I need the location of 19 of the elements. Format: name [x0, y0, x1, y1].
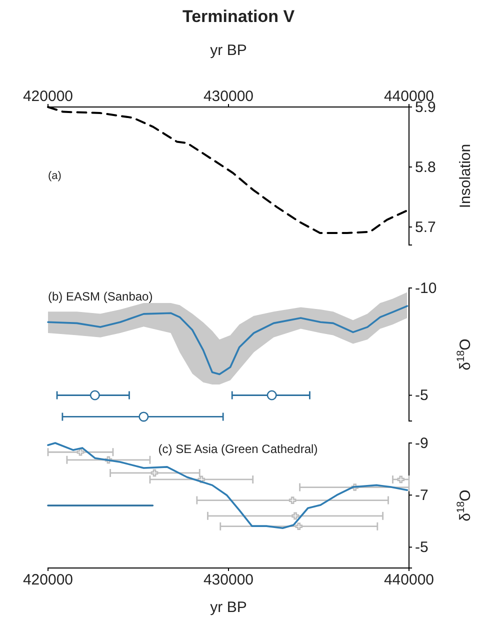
x-tick-label: 440000 — [384, 572, 434, 589]
x-tick-label: 420000 — [22, 572, 74, 589]
x-axis-title: yr BP — [210, 599, 247, 616]
y-tick-label: -5 — [415, 387, 428, 404]
y-tick-label: -10 — [415, 280, 437, 297]
x-tick-label: 420000 — [22, 88, 74, 105]
chart-title: Termination V — [182, 7, 296, 26]
y-tick-label: 5.8 — [415, 158, 436, 176]
x-tick-label: 430000 — [203, 572, 254, 589]
annotation: (a) — [48, 170, 62, 182]
x-tick-label: 430000 — [203, 88, 254, 105]
x-axis-title: yr BP — [210, 42, 247, 59]
y-tick-label: -9 — [415, 434, 428, 452]
annotation: (b) EASM (Sanbao) — [48, 290, 153, 304]
y-tick-label: 5.7 — [415, 218, 436, 236]
y-tick-label: -7 — [415, 486, 428, 504]
annotation: (c) SE Asia (Green Cathedral) — [158, 442, 318, 456]
y-tick-label: -5 — [415, 538, 428, 556]
y-axis-title: Insolation — [457, 144, 474, 208]
